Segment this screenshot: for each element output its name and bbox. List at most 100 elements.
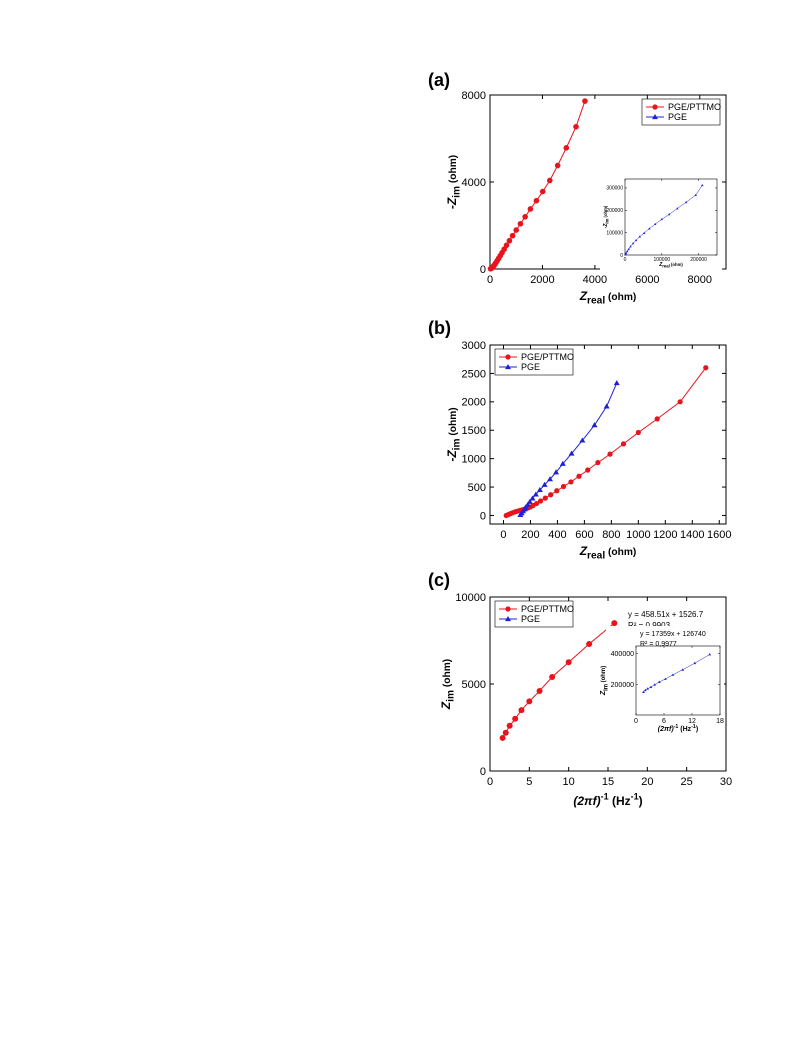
data-point <box>554 488 560 494</box>
y-axis-label: -Zim (ohm) <box>445 407 463 461</box>
y-tick-label: 0 <box>620 253 623 259</box>
data-point <box>533 500 540 507</box>
data-point <box>620 441 627 447</box>
data-point <box>625 250 629 253</box>
data-point <box>506 237 513 244</box>
series-line <box>502 622 615 739</box>
y-tick-label: 200000 <box>611 682 634 689</box>
chart-c-inset-axes: 0 6 12 18 200000 400000 <box>611 645 724 725</box>
data-point <box>660 217 664 221</box>
data-point <box>524 501 531 507</box>
x-tick-label: 0 <box>624 257 627 263</box>
data-point <box>536 486 543 492</box>
data-point <box>603 403 610 409</box>
data-point <box>654 416 660 422</box>
data-point <box>667 213 671 216</box>
data-point <box>546 177 553 184</box>
plot-frame <box>489 344 727 525</box>
panel-a-label: (a) <box>428 70 450 90</box>
data-point <box>638 235 641 238</box>
data-point <box>642 690 645 693</box>
data-point <box>607 451 613 457</box>
x-tick-label: 1400 <box>680 529 704 541</box>
y-axis-label: Zim (ohm) <box>439 659 457 710</box>
x-tick-label: 0 <box>500 529 506 541</box>
data-point <box>563 145 570 151</box>
data-point <box>527 206 534 212</box>
data-point <box>573 123 579 130</box>
x-tick-label: 1200 <box>653 529 677 541</box>
y-tick-label: 3000 <box>462 340 486 352</box>
series-pge <box>642 653 712 693</box>
data-point <box>526 698 533 705</box>
y-tick-label: 300000 <box>606 186 623 192</box>
data-point <box>708 653 712 656</box>
legend-entry: PGE/PTTMO <box>521 352 574 362</box>
x-tick-label: 8000 <box>688 274 712 286</box>
inset-background <box>606 626 724 737</box>
data-point <box>664 677 667 680</box>
data-point <box>579 437 586 443</box>
data-point <box>653 683 657 686</box>
data-point <box>586 640 593 647</box>
y-tick-label: 1500 <box>462 425 486 437</box>
legend-box <box>494 600 574 628</box>
data-point <box>643 688 647 692</box>
x-tick-label: 200000 <box>690 257 707 263</box>
legend-entry: PGE <box>521 362 540 372</box>
data-point <box>506 722 513 729</box>
data-point <box>646 687 650 690</box>
data-point <box>582 98 588 104</box>
data-point <box>624 253 627 256</box>
x-tick-label: 600 <box>575 529 593 541</box>
data-point <box>536 687 543 694</box>
data-point <box>649 685 653 689</box>
plot-frame <box>624 178 718 256</box>
fit-equation: R² = 0.9903 <box>628 621 671 630</box>
x-tick-label: 15 <box>602 776 614 788</box>
data-point <box>522 214 528 220</box>
legend-marker <box>505 616 511 622</box>
data-point <box>548 492 554 498</box>
y-tick-label: 200000 <box>606 208 623 214</box>
x-tick-label: 400 <box>548 529 566 541</box>
inset-fit-equation: R² = 0,9977 <box>640 641 677 648</box>
y-tick-label: 0 <box>480 766 486 778</box>
x-tick-label: 6 <box>662 718 666 725</box>
y-tick-label: 0 <box>480 264 486 276</box>
x-axis-label: Zreal (ohm) <box>579 544 637 562</box>
x-tick-label: 18 <box>716 718 724 725</box>
y-tick-label: 5000 <box>462 679 486 691</box>
series-pge <box>624 183 704 256</box>
legend-marker <box>652 104 658 110</box>
data-point <box>591 422 598 428</box>
legend-box <box>641 98 721 126</box>
data-point <box>629 245 632 248</box>
data-point <box>568 450 575 456</box>
legend-marker <box>505 354 511 360</box>
data-point <box>560 483 567 490</box>
data-point <box>503 242 510 249</box>
y-tick-label: 100000 <box>606 230 623 236</box>
legend-entry: PGE <box>668 112 687 122</box>
data-point <box>568 479 574 485</box>
data-point <box>509 232 516 239</box>
data-point <box>554 162 561 169</box>
chart-a-inset-axes: 0 100000 200000 0 100000 200000 300000 <box>606 178 718 263</box>
data-point <box>634 238 638 242</box>
data-point <box>522 504 529 510</box>
data-point <box>613 380 620 386</box>
x-tick-label: 0 <box>487 274 493 286</box>
data-point <box>529 495 536 501</box>
x-tick-label: 200 <box>521 529 539 541</box>
legend-entry: PGE/PTTMO <box>521 604 574 614</box>
y-tick-label: 1000 <box>462 454 486 466</box>
plot-frame <box>635 645 721 716</box>
data-point <box>624 251 628 255</box>
data-point <box>532 491 539 497</box>
panel-c-label: (c) <box>428 570 450 590</box>
x-tick-label: 10 <box>563 776 575 788</box>
x-tick-label: 0 <box>634 718 638 725</box>
data-point <box>595 460 601 466</box>
